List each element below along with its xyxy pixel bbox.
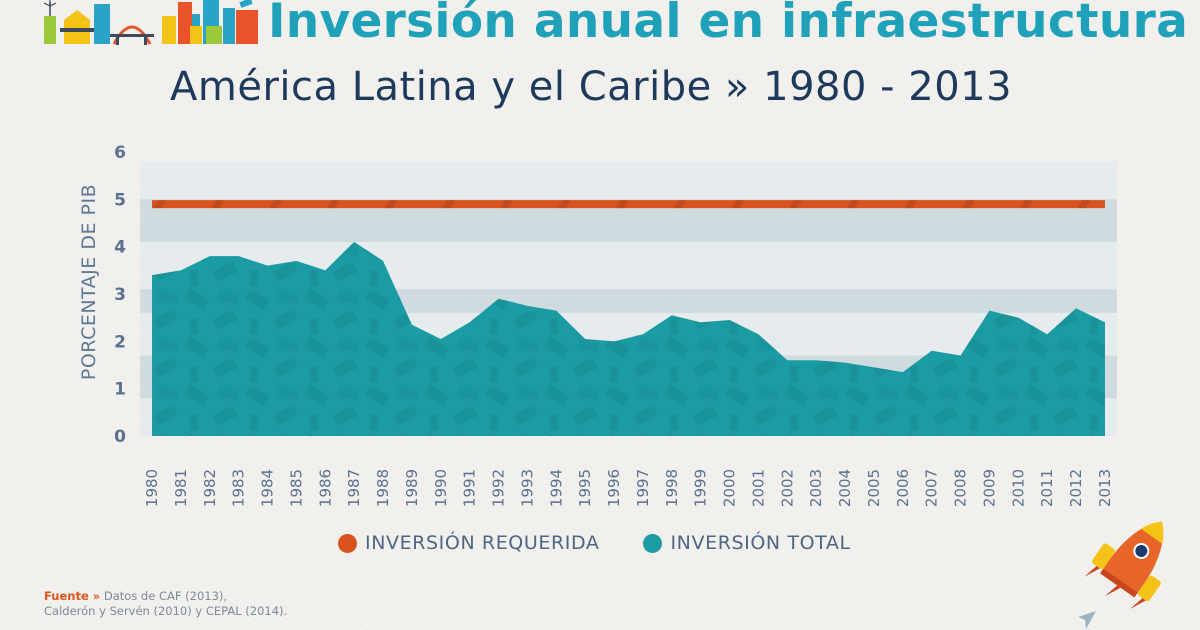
required-line-texture <box>442 200 456 209</box>
x-tick-label: 2008 <box>952 469 970 507</box>
required-line-texture <box>789 200 802 209</box>
x-tick-label: 2003 <box>807 469 825 507</box>
source-line-1: Datos de CAF (2013), <box>100 589 228 603</box>
source-key: Fuente » <box>44 589 101 603</box>
x-tick-label: 2013 <box>1096 469 1114 507</box>
total-investment-area-pattern <box>152 241 1105 436</box>
y-tick-label: 2 <box>114 332 126 352</box>
x-tick-label: 1983 <box>230 469 248 507</box>
x-tick-label: 2005 <box>865 469 883 507</box>
x-tick-label: 1996 <box>605 469 623 507</box>
y-tick-label: 1 <box>114 380 126 400</box>
required-line-texture <box>153 200 167 209</box>
required-line-texture <box>904 200 918 209</box>
x-tick-label: 1988 <box>374 469 392 507</box>
x-tick-label: 1981 <box>172 469 190 507</box>
legend-label-total: INVERSIÓN TOTAL <box>670 532 851 554</box>
y-tick-label: 5 <box>114 190 126 210</box>
x-tick-label: 1990 <box>432 469 450 507</box>
rocket-icon <box>1078 521 1164 629</box>
chart-title: Inversión anual en infraestructura <box>268 0 1189 49</box>
required-line-texture <box>269 200 282 209</box>
x-tick-label: 2011 <box>1038 469 1056 507</box>
required-line-texture <box>211 200 225 209</box>
x-tick-label: 1987 <box>345 469 363 507</box>
required-line-texture <box>962 200 975 209</box>
required-line-texture <box>615 200 629 209</box>
required-line-layer <box>152 200 1105 209</box>
required-line-texture <box>557 200 571 209</box>
required-line-texture <box>1020 200 1033 209</box>
x-tick-label: 2000 <box>721 469 739 507</box>
required-line-texture <box>731 200 744 209</box>
x-tick-label: 1994 <box>547 469 565 507</box>
x-tick-label: 1982 <box>201 469 219 507</box>
source-line-2: Calderón y Servén (2010) y CEPAL (2014). <box>44 604 288 618</box>
city-skyline-icon <box>43 0 258 45</box>
required-line-texture <box>384 200 398 209</box>
x-tick-label: 1991 <box>461 469 479 507</box>
legend: INVERSIÓN REQUERIDA INVERSIÓN TOTAL <box>338 532 851 554</box>
x-tick-label: 1985 <box>287 469 305 507</box>
legend-item-total: INVERSIÓN TOTAL <box>643 532 850 554</box>
required-line-texture <box>846 200 860 209</box>
x-tick-label: 1986 <box>316 469 334 507</box>
x-tick-label: 1980 <box>143 469 161 507</box>
x-tick-label: 1989 <box>403 469 421 507</box>
chart-subtitle: América Latina y el Caribe » 1980 - 2013 <box>170 64 1013 110</box>
y-ticks: 0 1 2 3 4 5 6 <box>114 143 126 447</box>
legend-item-required: INVERSIÓN REQUERIDA <box>338 532 599 554</box>
y-tick-label: 6 <box>114 143 126 163</box>
total-area-layer <box>152 241 1105 436</box>
y-tick-label: 0 <box>114 427 126 447</box>
x-tick-label: 2004 <box>836 469 854 507</box>
x-tick-label: 2010 <box>1009 469 1027 507</box>
x-tick-label: 1992 <box>490 469 508 507</box>
paper-plane-icon <box>1078 611 1096 629</box>
x-tick-label: 2007 <box>923 469 941 507</box>
x-tick-label: 2002 <box>778 469 796 507</box>
x-tick-label: 1998 <box>663 469 681 507</box>
y-tick-label: 3 <box>114 285 126 305</box>
x-tick-label: 2001 <box>749 469 767 507</box>
x-tick-label: 2009 <box>980 469 998 507</box>
x-tick-label: 1984 <box>259 469 277 507</box>
required-line-texture <box>500 200 513 209</box>
x-tick-label: 1999 <box>692 469 710 507</box>
source-note: Fuente » Datos de CAF (2013), Calderón y… <box>44 589 287 619</box>
legend-label-required: INVERSIÓN REQUERIDA <box>365 532 600 554</box>
x-tick-label: 2012 <box>1067 469 1085 507</box>
y-tick-label: 4 <box>114 238 126 258</box>
x-tick-label: 1993 <box>518 469 536 507</box>
x-tick-label: 2006 <box>894 469 912 507</box>
required-line-texture <box>1077 200 1091 209</box>
required-line-texture <box>673 200 687 209</box>
x-tick-label: 1995 <box>576 469 594 507</box>
legend-marker-required <box>338 533 357 553</box>
x-ticks: 1980 1981 1982 1983 1984 1985 1986 1987 1988 1989… <box>143 469 1114 507</box>
legend-marker-total <box>643 533 663 553</box>
x-tick-label: 1997 <box>634 469 652 507</box>
required-line-texture <box>326 200 340 209</box>
